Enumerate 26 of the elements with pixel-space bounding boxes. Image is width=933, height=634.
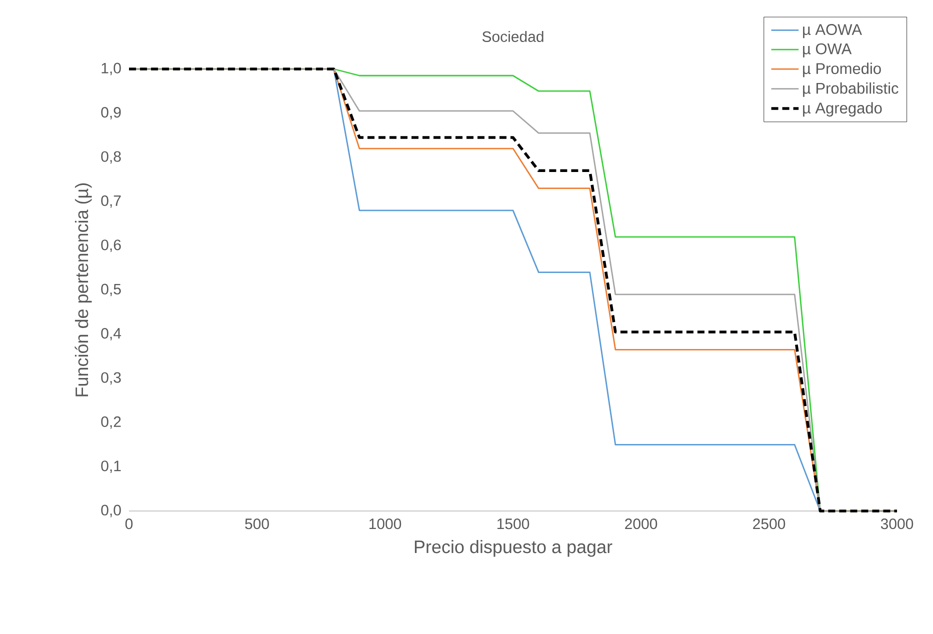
x-tick-label: 0 <box>125 518 133 530</box>
x-axis-title: Precio dispuesto a pagar <box>414 540 612 557</box>
y-tick-label: 0,8 <box>101 151 121 164</box>
y-tick-label: 0,2 <box>101 416 121 429</box>
y-tick-label: 0,1 <box>101 460 121 473</box>
y-tick-label: 0,9 <box>101 106 121 120</box>
y-tick-label: 0,0 <box>101 504 121 518</box>
x-tick-label: 2000 <box>625 518 658 530</box>
y-tick-label: 0,6 <box>101 240 121 252</box>
y-tick-label: 0,7 <box>101 195 121 208</box>
legend-label: µ Promedio <box>803 62 881 78</box>
y-tick-label: 0,3 <box>101 372 121 385</box>
legend-label: µ AOWA <box>803 24 862 38</box>
legend-label: µ Agregado <box>803 102 882 117</box>
x-tick-label: 3000 <box>880 518 914 530</box>
y-tick-label: 0,5 <box>101 284 121 296</box>
y-tick-label: 0,4 <box>101 328 122 340</box>
x-tick-label: 1000 <box>369 518 402 530</box>
chart-title: Sociedad <box>482 30 544 42</box>
legend-label: µ Probabilistic <box>803 82 898 97</box>
x-tick-label: 2500 <box>753 518 786 530</box>
y-axis-title: Función de pertenencia (µ) <box>74 183 92 396</box>
x-tick-label: 500 <box>245 518 269 530</box>
x-tick-label: 1500 <box>497 518 530 530</box>
legend-label: µ OWA <box>803 43 852 58</box>
y-tick-label: 1,0 <box>102 62 121 76</box>
